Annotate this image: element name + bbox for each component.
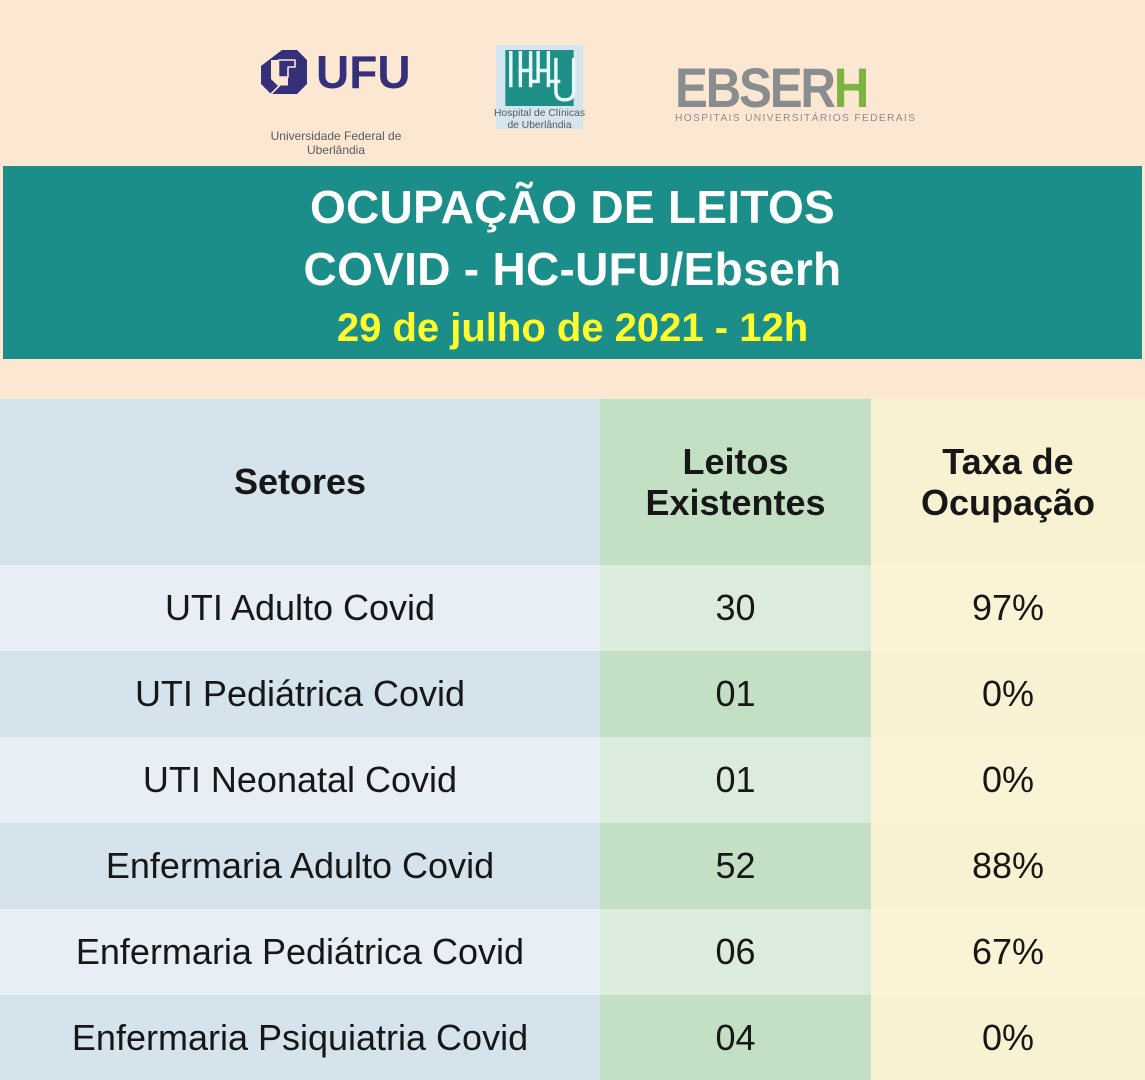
svg-text:UFU: UFU [316, 48, 411, 98]
